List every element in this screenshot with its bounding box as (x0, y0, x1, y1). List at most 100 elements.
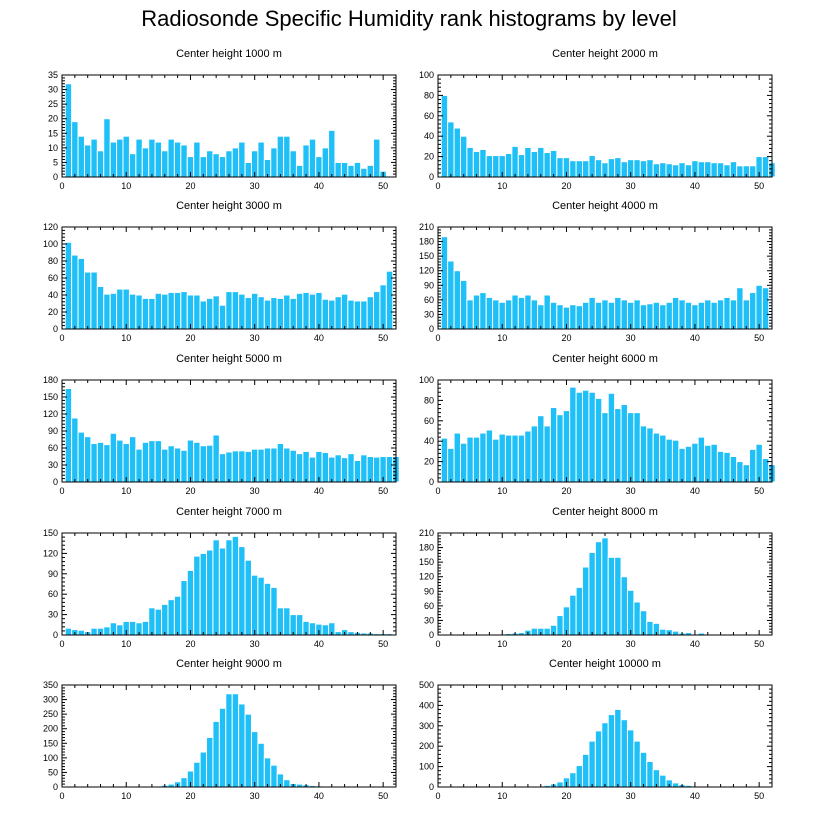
x-tick-label: 0 (435, 486, 440, 496)
histogram-bar (385, 270, 394, 330)
histogram-bar (308, 456, 317, 483)
histogram-bar (614, 408, 622, 483)
y-tick-label: 60 (48, 273, 58, 283)
histogram-bar (729, 299, 738, 330)
histogram-bar (83, 271, 92, 330)
histogram-bar (180, 291, 188, 330)
x-tick-label: 0 (59, 181, 64, 191)
panel-title: Center height 7000 m (176, 506, 282, 518)
histogram-bar (328, 299, 336, 330)
histogram-bar (263, 757, 272, 788)
y-tick-label: 10 (48, 143, 58, 153)
histogram-bar (639, 425, 648, 483)
histogram-bar (276, 607, 285, 636)
y-tick-label: 150 (43, 392, 58, 402)
histogram-bar (283, 447, 291, 483)
histogram-bar (459, 279, 468, 330)
histogram-bar (289, 297, 297, 330)
histogram-bar (103, 293, 111, 330)
histogram-bar (238, 450, 246, 483)
histogram-bar (103, 444, 111, 483)
y-tick-label: 0 (53, 172, 58, 182)
x-tick-label: 20 (561, 639, 571, 649)
histogram-bar (485, 155, 494, 178)
y-tick-label: 100 (419, 762, 434, 772)
x-tick-label: 0 (59, 333, 64, 343)
histogram-bar (671, 296, 680, 330)
histogram-bar (270, 447, 278, 483)
y-tick-label: 5 (53, 157, 58, 167)
histogram-bar (212, 539, 220, 636)
histogram-bar (289, 150, 297, 178)
histogram-bar (347, 631, 355, 636)
histogram-bar (569, 594, 577, 636)
histogram-bar (479, 292, 487, 330)
histogram-bar (295, 164, 304, 178)
histogram-bar (485, 296, 494, 330)
histogram-bar (447, 121, 455, 178)
histogram-bar (206, 549, 214, 636)
histogram-panel: Center height 5000 m 0 10 20 30 40 50 0 30 60 90 12… (43, 353, 400, 496)
histogram-bar (659, 304, 667, 330)
histogram-bar (212, 434, 220, 483)
y-tick-label: 20 (48, 307, 58, 317)
histogram-bar (684, 164, 693, 178)
y-tick-label: 30 (424, 615, 434, 625)
histogram-bar (289, 614, 297, 636)
histogram-bar (347, 164, 355, 178)
histogram-bar (193, 441, 201, 483)
histogram-bar (511, 145, 519, 178)
histogram-bar (328, 129, 336, 178)
histogram-bar (710, 162, 718, 178)
y-tick-label: 40 (48, 290, 58, 300)
panel-title: Center height 8000 m (552, 506, 658, 518)
x-tick-label: 40 (690, 181, 700, 191)
y-tick-label: 0 (53, 324, 58, 334)
histogram-bar (212, 295, 220, 330)
histogram-bar (543, 152, 551, 178)
histogram-bar (148, 607, 156, 636)
histogram-bar (549, 149, 558, 178)
histogram-bar (257, 576, 265, 636)
histogram-bar (537, 146, 545, 178)
y-tick-label: 250 (43, 709, 58, 719)
histogram-bar (321, 452, 330, 483)
histogram-bar (761, 156, 770, 178)
histogram-bar (652, 432, 661, 483)
histogram-bar (582, 160, 590, 178)
histogram-bar (173, 291, 182, 330)
histogram-bar (588, 391, 596, 483)
histogram-bar (321, 624, 330, 636)
x-tick-label: 50 (754, 791, 764, 801)
histogram-bar (556, 414, 564, 483)
histogram-panel: Center height 8000 m 0 10 20 30 40 50 0 30 60 90 12… (419, 506, 773, 649)
x-tick-label: 40 (690, 333, 700, 343)
histogram-bar (459, 442, 468, 483)
histogram-bar (710, 443, 718, 483)
histogram-bar (257, 448, 265, 483)
histogram-bar (77, 257, 85, 330)
histogram-bar (199, 751, 208, 788)
histogram-panel: Center height 3000 m 0 10 20 30 40 50 0 20 40 60 80… (43, 200, 397, 343)
x-tick-label: 20 (561, 181, 571, 191)
histogram-bar (537, 304, 545, 330)
x-tick-label: 0 (435, 181, 440, 191)
histogram-bar (582, 753, 590, 788)
histogram-bar (347, 299, 355, 330)
histogram-bar (244, 297, 252, 330)
x-tick-label: 10 (121, 639, 131, 649)
histogram-bar (723, 164, 731, 178)
x-tick-label: 50 (754, 486, 764, 496)
histogram-bar (549, 301, 558, 330)
histogram-bar (353, 300, 362, 330)
x-tick-label: 40 (690, 791, 700, 801)
y-tick-label: 150 (419, 251, 434, 261)
histogram-bar (225, 291, 233, 330)
histogram-bar (594, 159, 603, 178)
histogram-bar (614, 556, 622, 636)
histogram-bar (193, 761, 201, 788)
histogram-bar (517, 434, 526, 483)
y-tick-label: 120 (419, 266, 434, 276)
y-tick-label: 100 (43, 239, 58, 249)
histogram-bar (366, 456, 375, 483)
